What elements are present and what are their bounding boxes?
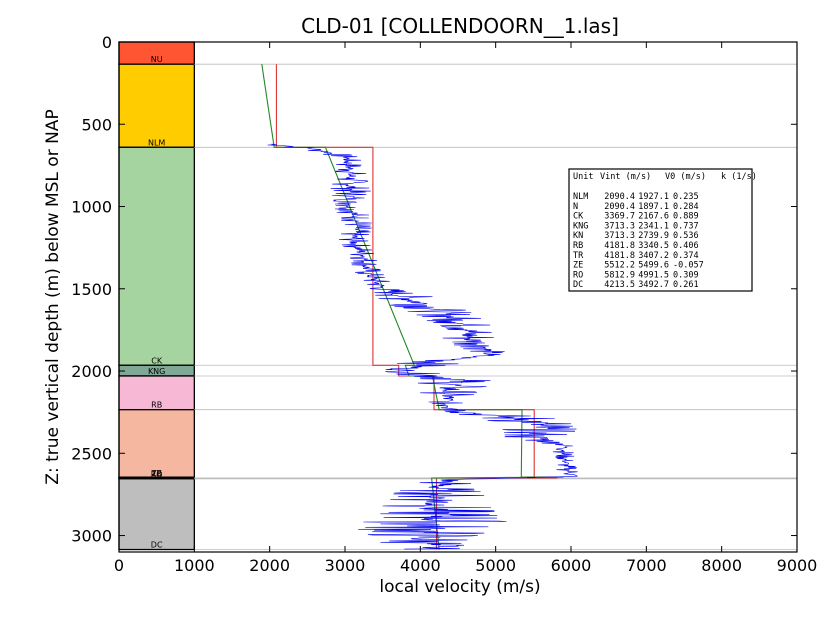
- y-tick-label: 1000: [71, 198, 112, 217]
- table-cell-k: 0.889: [673, 212, 699, 222]
- table-cell-v0: 1927.1: [638, 192, 669, 202]
- y-axis-label: Z: true vertical depth (m) below MSL or …: [43, 109, 63, 484]
- unit-band-dc: [118, 478, 195, 551]
- unit-label-ze: ZE: [151, 469, 162, 478]
- y-tick-label: 3000: [71, 527, 112, 546]
- table-cell-unit: RB: [573, 241, 583, 251]
- table-cell-vint: 3369.7: [604, 212, 635, 222]
- unit-label-nu: NU: [151, 55, 163, 64]
- x-tick-label: 7000: [626, 556, 667, 575]
- table-cell-k: 0.374: [673, 251, 699, 261]
- table-cell-unit: DC: [573, 280, 583, 290]
- table-cell-vint: 5812.9: [604, 270, 635, 280]
- unit-band-rb: [118, 375, 195, 411]
- table-cell-k: -0.057: [673, 261, 704, 271]
- y-tick-label: 2000: [71, 362, 112, 381]
- table-cell-unit: TR: [573, 251, 584, 261]
- table-cell-v0: 1897.1: [638, 202, 669, 212]
- table-cell-v0: 3340.5: [638, 241, 669, 251]
- unit-label-nlm: NLM: [148, 138, 165, 147]
- unit-label-ro: RO: [151, 470, 163, 479]
- table-frame: [568, 168, 753, 292]
- unit-boundaries: [194, 63, 797, 550]
- table-header-v0: V0 (m/s): [665, 172, 706, 182]
- x-tick-label: 9000: [777, 556, 818, 575]
- table-cell-vint: 5512.2: [604, 261, 635, 271]
- table-cell-v0: 2167.6: [638, 212, 669, 222]
- x-tick-label: 0: [114, 556, 124, 575]
- table-cell-vint: 3713.3: [604, 221, 635, 231]
- x-axis: 0 1000 2000 3000 4000 5000 6000 7000 8000 9000: [114, 42, 817, 575]
- table-header-vint: Vint (m/s): [600, 172, 651, 182]
- table-cell-v0: 5499.6: [638, 261, 669, 271]
- table-cell-unit: KNG: [573, 221, 588, 231]
- unit-band-nlm: [118, 63, 195, 148]
- table-cell-unit: NLM: [573, 192, 588, 202]
- y-tick-label: 1500: [71, 280, 112, 299]
- table-cell-unit: KN: [573, 231, 583, 241]
- unit-band-ck: [118, 146, 195, 366]
- unit-label-ck: CK: [151, 356, 163, 365]
- y-tick-label: 500: [81, 115, 112, 134]
- x-tick-label: 8000: [701, 556, 742, 575]
- unit-label-dc: DC: [151, 541, 163, 550]
- unit-label-tr: TR: [150, 469, 162, 478]
- table-cell-vint: 4181.8: [604, 251, 635, 261]
- velocity-table: Unit Vint (m/s) V0 (m/s) k (1/s) NLM 2090.4 19…: [568, 168, 757, 292]
- chart-title: CLD-01 [COLLENDOORN__1.las]: [301, 14, 619, 38]
- unit-band-tr: [118, 409, 195, 479]
- y-tick-label: 0: [102, 33, 112, 52]
- table-cell-vint: 2090.4: [604, 192, 635, 202]
- table-cell-k: 0.284: [673, 202, 699, 212]
- plot-frame: [118, 41, 798, 553]
- series-line-2: [267, 143, 578, 550]
- table-cell-unit: ZE: [573, 261, 583, 271]
- x-tick-label: 5000: [475, 556, 516, 575]
- table-cell-vint: 3713.3: [604, 231, 635, 241]
- y-axis: 0 500 1000 1500 2000 2500 3000: [71, 33, 797, 546]
- table-cell-vint: 4213.5: [604, 280, 635, 290]
- table-header-unit: Unit: [573, 172, 593, 182]
- table-cell-v0: 2739.9: [638, 231, 669, 241]
- table-cell-vint: 2090.4: [604, 202, 635, 212]
- x-axis-label: local velocity (m/s): [379, 577, 540, 597]
- table-cell-v0: 4991.5: [638, 270, 669, 280]
- table-cell-v0: 2341.1: [638, 221, 669, 231]
- x-tick-label: 6000: [551, 556, 592, 575]
- table-cell-vint: 4181.8: [604, 241, 635, 251]
- x-tick-label: 3000: [325, 556, 366, 575]
- table-cell-k: 0.406: [673, 241, 699, 251]
- table-cell-k: 0.235: [673, 192, 699, 202]
- table-cell-k: 0.536: [673, 231, 699, 241]
- table-cell-unit: N: [573, 202, 578, 212]
- table-cell-unit: CK: [573, 212, 584, 222]
- x-tick-label: 4000: [400, 556, 441, 575]
- x-tick-label: 2000: [249, 556, 290, 575]
- table-cell-k: 0.737: [673, 221, 699, 231]
- unit-label-kng: KNG: [148, 367, 165, 376]
- x-tick-label: 1000: [174, 556, 215, 575]
- table-cell-v0: 3492.7: [638, 280, 669, 290]
- table-header-k: k (1/s): [721, 172, 757, 182]
- table-cell-v0: 3407.2: [638, 251, 669, 261]
- y-tick-label: 2500: [71, 444, 112, 463]
- table-cell-unit: RO: [573, 270, 583, 280]
- table-cell-k: 0.261: [673, 280, 699, 290]
- series-layer: [261, 64, 578, 550]
- table-cell-k: 0.309: [673, 270, 699, 280]
- unit-label-rb: RB: [151, 401, 162, 410]
